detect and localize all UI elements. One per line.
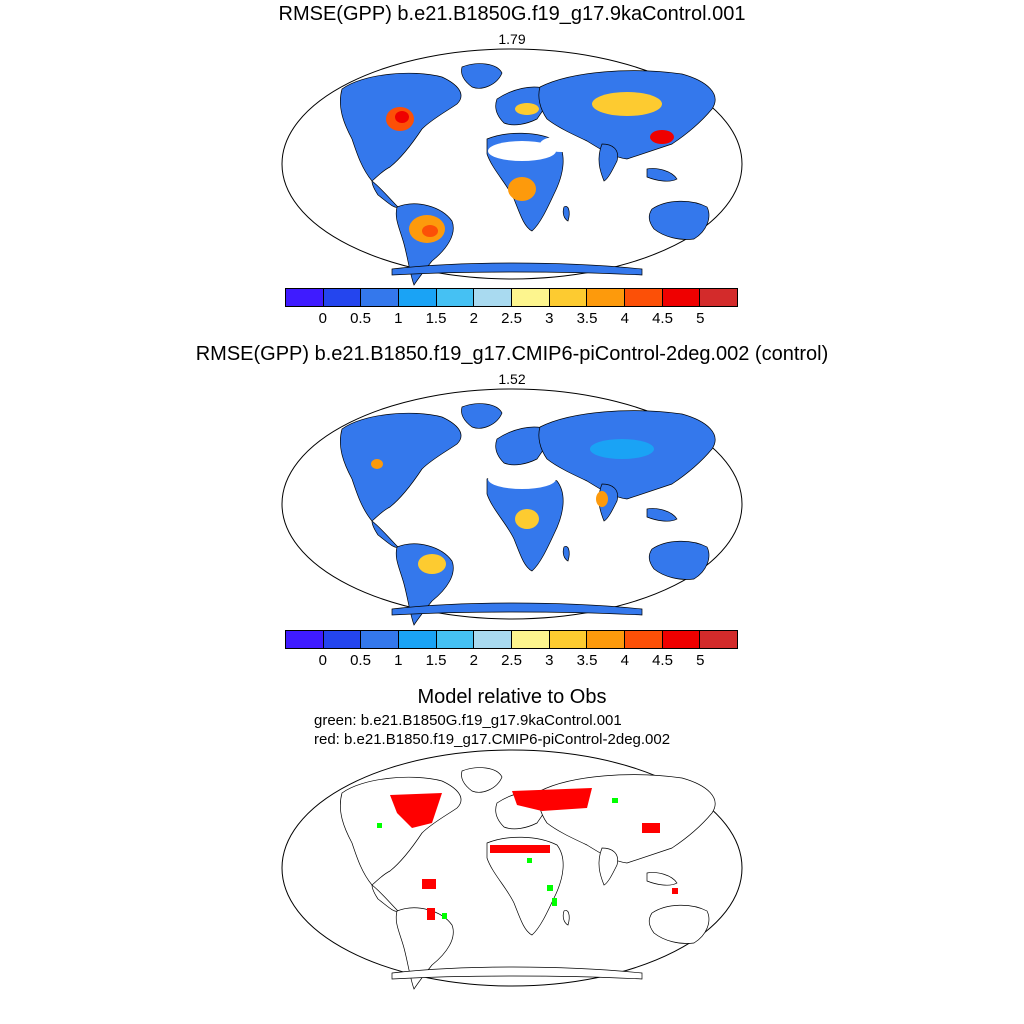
colorbar-swatch: [512, 289, 550, 306]
colorbar-tick-label: 4: [620, 652, 629, 669]
colorbar-tick-label: 2.5: [501, 652, 522, 669]
map-2-hotspots: [371, 439, 654, 574]
colorbar-swatch: [286, 289, 324, 306]
colorbar-swatch: [587, 631, 626, 648]
colorbar-tick-label: 5: [696, 652, 705, 669]
colorbar-swatch: [361, 289, 400, 306]
colorbar-swatch: [700, 289, 738, 306]
colorbar-swatch: [549, 631, 588, 648]
colorbar-tick-label: 2.5: [501, 310, 522, 327]
colorbar-tick-label: 0: [318, 652, 327, 669]
colorbar-swatch: [361, 631, 400, 648]
panel1-value: 1.79: [498, 31, 526, 47]
colorbar-tick-label: 0: [318, 310, 327, 327]
colorbar-tick-label: 1.5: [425, 310, 447, 327]
colorbar-tick-label: 0.5: [350, 310, 371, 327]
panel2-value: 1.52: [498, 371, 526, 387]
colorbar-tick-label: 1: [394, 652, 403, 669]
panel2-title: RMSE(GPP) b.e21.B1850.f19_g17.CMIP6-piCo…: [195, 343, 829, 365]
map-1-hotspots: [386, 92, 674, 243]
colorbar-swatch: [662, 631, 701, 648]
colorbar-tick-label: 3: [545, 310, 554, 327]
colorbar-tick-label: 4.5: [652, 652, 673, 669]
colorbar-swatch: [436, 631, 475, 648]
colorbar-tick-label: 0.5: [350, 652, 371, 669]
colorbar-tick-label: 5: [696, 310, 705, 327]
colorbar-tick-label: 1: [394, 310, 403, 327]
colorbar-swatch: [399, 289, 437, 306]
colorbar-tick-label: 4: [620, 310, 629, 327]
colorbar-swatch: [587, 289, 626, 306]
colorbar-swatch: [323, 289, 362, 306]
map-panel-2: [281, 388, 743, 626]
colorbar-swatch: [625, 631, 663, 648]
colorbar-swatch: [399, 631, 437, 648]
colorbar-swatch: [474, 631, 513, 648]
colorbar-tick-label: 2: [469, 652, 478, 669]
colorbar-swatch: [625, 289, 663, 306]
colorbar-swatch: [436, 289, 475, 306]
colorbar-swatch: [286, 631, 324, 648]
colorbar-swatch: [662, 289, 701, 306]
colorbar-swatch: [323, 631, 362, 648]
panel1-title: RMSE(GPP) b.e21.B1850G.f19_g17.9kaContro…: [278, 3, 746, 25]
map-panel-3: [281, 749, 743, 990]
colorbar-tick-label: 1.5: [425, 652, 447, 669]
colorbar-tick-label: 4.5: [652, 310, 673, 327]
colorbar-tick-label: 2: [469, 310, 478, 327]
map-panel-1: [281, 48, 743, 286]
colorbar-1: [285, 288, 738, 307]
colorbar-2: [285, 630, 738, 649]
colorbar-swatch: [549, 289, 588, 306]
panel3-green-legend: green: b.e21.B1850G.f19_g17.9kaControl.0…: [314, 712, 622, 729]
panel3-title: Model relative to Obs: [417, 686, 607, 708]
colorbar-tick-label: 3: [545, 652, 554, 669]
colorbar-swatch: [474, 289, 513, 306]
colorbar-tick-label: 3.5: [576, 652, 598, 669]
map-3-markers: [377, 788, 678, 920]
colorbar-swatch: [700, 631, 738, 648]
colorbar-swatch: [512, 631, 550, 648]
colorbar-tick-label: 3.5: [576, 310, 598, 327]
panel3-red-legend: red: b.e21.B1850.f19_g17.CMIP6-piControl…: [314, 731, 671, 748]
